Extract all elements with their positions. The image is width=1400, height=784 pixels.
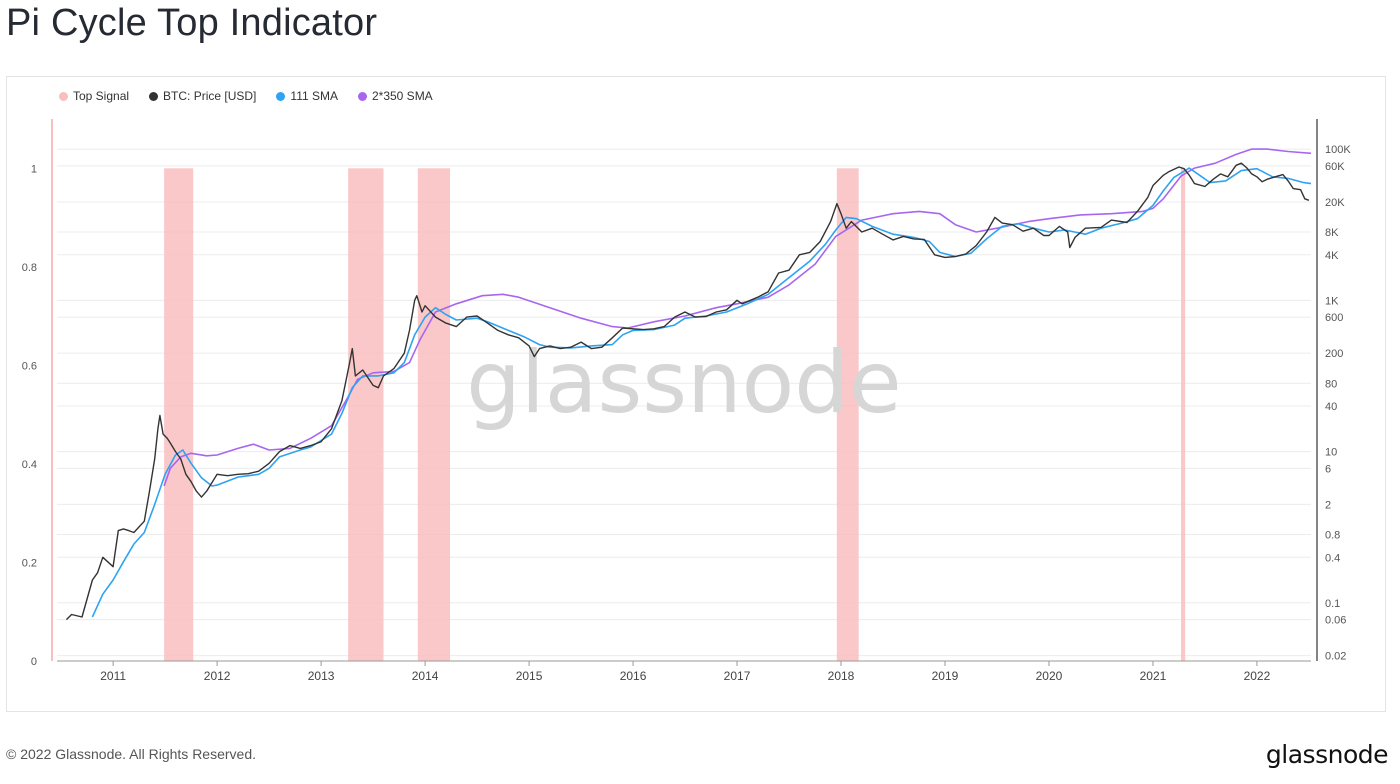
right-tick-label: 40 [1325, 401, 1337, 413]
right-tick-label: 10 [1325, 447, 1337, 459]
right-tick-label: 4K [1325, 250, 1339, 262]
left-tick-label: 0.8 [22, 262, 37, 274]
top-signal-band [417, 168, 451, 661]
footer-copyright: © 2022 Glassnode. All Rights Reserved. [6, 746, 257, 762]
right-tick-label: 8K [1325, 227, 1339, 239]
x-tick-label: 2019 [932, 669, 959, 683]
legend-dot-btc-price [149, 91, 159, 101]
page-title: Pi Cycle Top Indicator [6, 2, 378, 44]
x-tick-label: 2011 [100, 669, 126, 683]
glassnode-logo[interactable]: glassnode [1265, 740, 1389, 769]
legend-label: 111 SMA [290, 89, 338, 103]
legend-item-111-sma[interactable]: 111 SMA [276, 89, 338, 103]
right-tick-label: 200 [1325, 348, 1343, 360]
top-signal-band [164, 168, 194, 661]
right-tick-label: 80 [1325, 378, 1337, 390]
legend-dot-111-sma [276, 91, 286, 101]
legend-dot-2x350-sma [357, 91, 367, 101]
left-tick-label: 0.4 [22, 459, 37, 471]
right-tick-label: 0.1 [1325, 598, 1340, 610]
legend-item-top-signal[interactable]: Top Signal [59, 89, 129, 103]
legend-item-2x350-sma[interactable]: 2*350 SMA [357, 89, 433, 103]
top-signal-band [836, 168, 859, 661]
x-tick-label: 2020 [1036, 669, 1063, 683]
right-tick-label: 0.4 [1325, 552, 1340, 564]
left-tick-label: 0.6 [22, 360, 37, 372]
right-tick-label: 6 [1325, 463, 1331, 475]
x-tick-label: 2015 [516, 669, 543, 683]
legend: Top Signal BTC: Price [USD] 111 SMA 2*35… [59, 89, 433, 103]
right-tick-label: 60K [1325, 161, 1345, 173]
left-tick-label: 0 [31, 656, 37, 668]
right-tick-label: 1K [1325, 295, 1339, 307]
right-tick-label: 100K [1325, 144, 1351, 156]
x-tick-label: 2018 [828, 669, 855, 683]
legend-label: Top Signal [73, 89, 130, 103]
legend-label: 2*350 SMA [371, 89, 433, 103]
x-tick-label: 2022 [1244, 669, 1271, 683]
chart-svg: glassnode 0 0.2 0.4 0.6 0.8 1 0.02 0.06 0.1 0.4 0.8… [22, 119, 1351, 683]
series-line-btc-price-usd- [65, 162, 1310, 621]
chart-card: glassnode 0 0.2 0.4 0.6 0.8 1 0.02 0.06 0.1 0.4 0.8… [6, 76, 1386, 712]
right-tick-label: 600 [1325, 312, 1343, 324]
x-tick-label: 2012 [204, 669, 231, 683]
top-signal-band [1181, 168, 1186, 661]
right-tick-label: 2 [1325, 499, 1331, 511]
legend-dot-top-signal [59, 91, 68, 101]
legend-label: BTC: Price [USD] [163, 89, 257, 103]
right-tick-label: 20K [1325, 197, 1345, 209]
left-tick-label: 0.2 [22, 557, 37, 569]
right-tick-label: 0.06 [1325, 615, 1346, 627]
watermark: glassnode [466, 333, 901, 433]
top-signal-band [348, 168, 384, 661]
x-tick-label: 2016 [620, 669, 647, 683]
x-tick-label: 2021 [1140, 669, 1167, 683]
x-tick-label: 2013 [308, 669, 335, 683]
left-tick-label: 1 [31, 163, 37, 175]
x-tick-label: 2017 [724, 669, 751, 683]
x-tick-label: 2014 [412, 669, 439, 683]
legend-item-btc-price[interactable]: BTC: Price [USD] [149, 89, 256, 103]
right-tick-label: 0.8 [1325, 530, 1340, 542]
series-line-2-350-sma [163, 148, 1312, 487]
right-tick-label: 0.02 [1325, 651, 1346, 663]
